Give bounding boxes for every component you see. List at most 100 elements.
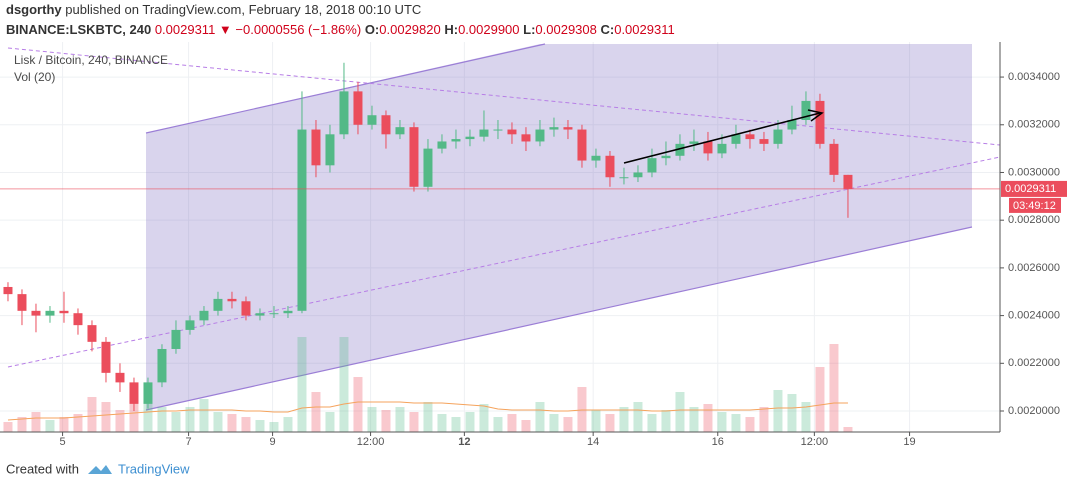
legend-volume: Vol (20) bbox=[14, 70, 55, 84]
arrow-head bbox=[807, 109, 824, 122]
volume-bar bbox=[633, 402, 643, 432]
candle-body bbox=[59, 310, 69, 314]
candle-body bbox=[87, 325, 97, 342]
volume-bar bbox=[31, 412, 41, 432]
footer-brand[interactable]: TradingView bbox=[118, 461, 190, 476]
candle-body bbox=[283, 310, 293, 314]
candle-body bbox=[157, 348, 167, 383]
candle-body bbox=[339, 91, 349, 135]
axes: 0.0020000 0.0022000 0.0024000 0.0026000 0.00… bbox=[0, 71, 1067, 448]
volume-bar bbox=[185, 407, 195, 432]
down-arrow: ▼ bbox=[215, 22, 235, 37]
volume-bar bbox=[451, 417, 461, 432]
volume-bar bbox=[829, 344, 839, 432]
close-label: C: bbox=[601, 22, 615, 37]
volume-bar bbox=[773, 390, 783, 432]
candle-body bbox=[493, 129, 503, 131]
legend-main: Lisk / Bitcoin, 240, BINANCE bbox=[14, 53, 168, 67]
volume-bar bbox=[3, 422, 13, 432]
volume-bar bbox=[143, 402, 153, 432]
candle-body bbox=[773, 129, 783, 144]
x-tick-label: 19 bbox=[903, 436, 915, 448]
x-tick-label: 7 bbox=[186, 436, 192, 448]
candle-body bbox=[129, 382, 139, 404]
candle-body bbox=[171, 329, 181, 349]
candle-body bbox=[731, 134, 741, 144]
candle-body bbox=[45, 310, 55, 316]
volume-bar bbox=[171, 412, 181, 432]
volume-bar bbox=[101, 402, 111, 432]
y-tick-label: 0.0026000 bbox=[1008, 262, 1060, 274]
candle-body bbox=[17, 294, 27, 311]
volume-bar bbox=[521, 420, 531, 432]
volume-bar bbox=[549, 414, 559, 432]
candle-body bbox=[843, 174, 853, 189]
volume-bar bbox=[591, 410, 601, 432]
volume-bar bbox=[465, 412, 475, 432]
volume-bar bbox=[213, 412, 223, 432]
volume-bar bbox=[269, 422, 279, 432]
candle-body bbox=[661, 155, 671, 159]
candle-body bbox=[241, 301, 251, 316]
candle-body bbox=[101, 341, 111, 373]
volume-bar bbox=[745, 417, 755, 432]
countdown-box bbox=[1009, 197, 1061, 213]
volume-bar bbox=[605, 414, 615, 432]
candle-body bbox=[815, 100, 825, 144]
x-tick-label: 12:00 bbox=[357, 436, 385, 448]
y-tick-label: 0.0024000 bbox=[1008, 310, 1060, 322]
candle-body bbox=[255, 313, 265, 316]
price-label-box bbox=[1001, 180, 1067, 197]
volume-bar bbox=[353, 377, 363, 432]
volume-bar bbox=[87, 397, 97, 432]
volume-bar bbox=[759, 407, 769, 432]
volume-bar bbox=[437, 414, 447, 432]
x-tick-label: 14 bbox=[587, 436, 599, 448]
candle-body bbox=[549, 127, 559, 130]
volume-bar bbox=[381, 410, 391, 432]
low-label: L: bbox=[523, 22, 535, 37]
y-tick-label: 0.0034000 bbox=[1008, 71, 1060, 83]
volume-bar bbox=[339, 337, 349, 432]
price-label: 0.0029311 bbox=[1005, 183, 1056, 195]
candle-body bbox=[787, 120, 797, 130]
candle-body bbox=[297, 129, 307, 311]
candle-body bbox=[143, 382, 153, 404]
volume-bar bbox=[409, 412, 419, 432]
candle-body bbox=[717, 143, 727, 154]
volume-bar bbox=[563, 417, 573, 432]
low: 0.0029308 bbox=[535, 22, 596, 37]
volume-bar bbox=[507, 414, 517, 432]
volume-bar bbox=[731, 414, 741, 432]
high-label: H: bbox=[444, 22, 458, 37]
footer-created: Created with bbox=[6, 461, 79, 476]
volume-bar bbox=[395, 407, 405, 432]
volume-bar bbox=[157, 407, 167, 432]
y-tick-label: 0.0030000 bbox=[1008, 166, 1060, 178]
volume-bar bbox=[73, 414, 83, 432]
candle-body bbox=[577, 129, 587, 161]
candle-body bbox=[759, 139, 769, 144]
close: 0.0029311 bbox=[614, 22, 675, 37]
tv-logo bbox=[88, 465, 112, 474]
change: −0.0000556 (−1.86%) bbox=[235, 22, 361, 37]
volume-bar bbox=[619, 407, 629, 432]
y-tick-label: 0.0022000 bbox=[1008, 357, 1060, 369]
candle-body bbox=[409, 127, 419, 187]
volume-bar bbox=[661, 410, 671, 432]
grid bbox=[0, 42, 1000, 432]
candle-body bbox=[479, 129, 489, 137]
candle-body bbox=[591, 155, 601, 161]
candle-body bbox=[115, 372, 125, 383]
candle-body bbox=[745, 134, 755, 140]
y-tick-label: 0.0028000 bbox=[1008, 214, 1060, 226]
candle-body bbox=[367, 115, 377, 125]
candle-body bbox=[3, 286, 13, 295]
volume-bar bbox=[311, 392, 321, 432]
volume-bar bbox=[255, 420, 265, 432]
candle-body bbox=[381, 115, 391, 135]
candle-body bbox=[647, 158, 657, 173]
volume-bar bbox=[493, 417, 503, 432]
volume-bar bbox=[801, 402, 811, 432]
volume-bar bbox=[689, 407, 699, 432]
